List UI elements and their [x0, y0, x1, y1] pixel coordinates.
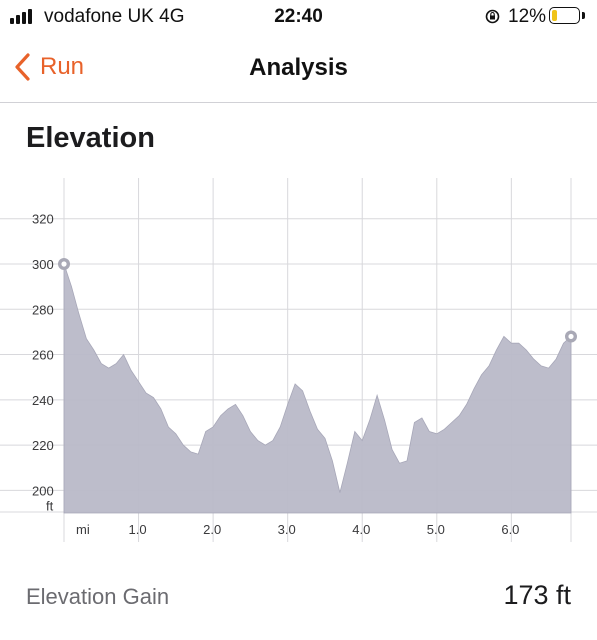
back-label: Run — [40, 53, 85, 80]
y-tick-label: 320 — [32, 212, 54, 227]
start-marker — [58, 258, 70, 271]
chart-label-layer: 200 220 240 260 280 300 320 ft 1.0 2.0 3.0 4.0 5.0 6.… — [32, 212, 519, 537]
battery-cap — [582, 12, 585, 19]
elevation-gain-row: Elevation Gain 173 ft — [26, 578, 571, 618]
x-tick-label: 1.0 — [129, 522, 147, 537]
signal-strength-icon — [10, 8, 38, 24]
marker-dot — [568, 333, 574, 340]
carrier-label: vodafone UK 4G — [44, 6, 185, 27]
chevron-left-icon — [15, 53, 30, 81]
x-tick-label: 5.0 — [427, 522, 445, 537]
x-axis-unit-label: mi — [76, 522, 90, 537]
elevation-gain-label: Elevation Gain — [26, 584, 170, 609]
chart-area-layer — [63, 263, 572, 514]
y-tick-label: 280 — [32, 302, 54, 317]
y-tick-label: 200 — [32, 483, 54, 498]
navigation-bar: Run Analysis — [0, 40, 597, 103]
x-tick-label: 6.0 — [501, 522, 519, 537]
battery-percent: 12% — [508, 6, 547, 27]
x-tick-label: 3.0 — [278, 522, 296, 537]
y-tick-label: 300 — [32, 257, 54, 272]
page-title: Analysis — [249, 54, 348, 81]
section-title: Elevation — [26, 122, 155, 154]
y-tick-label: 240 — [32, 393, 54, 408]
back-button[interactable]: Run — [12, 50, 84, 84]
marker-dot — [61, 261, 67, 267]
rotation-lock-icon — [485, 9, 500, 24]
x-tick-label: 4.0 — [352, 522, 370, 537]
elevation-gain-value: 173 ft — [503, 580, 571, 610]
elevation-area — [63, 263, 572, 514]
chart-marker-layer — [58, 258, 577, 343]
status-bar: vodafone UK 4G 22:40 12% — [0, 0, 597, 34]
clock: 22:40 — [274, 6, 323, 27]
battery-icon — [549, 7, 580, 24]
end-marker — [565, 330, 577, 343]
y-tick-label: 260 — [32, 348, 54, 363]
x-tick-label: 2.0 — [203, 522, 221, 537]
y-axis-unit-label: ft — [46, 498, 54, 513]
y-tick-label: 220 — [32, 438, 54, 453]
elevation-chart: 200 220 240 260 280 300 320 ft 1.0 2.0 3.0 4.0 5.0 6.… — [0, 178, 597, 542]
